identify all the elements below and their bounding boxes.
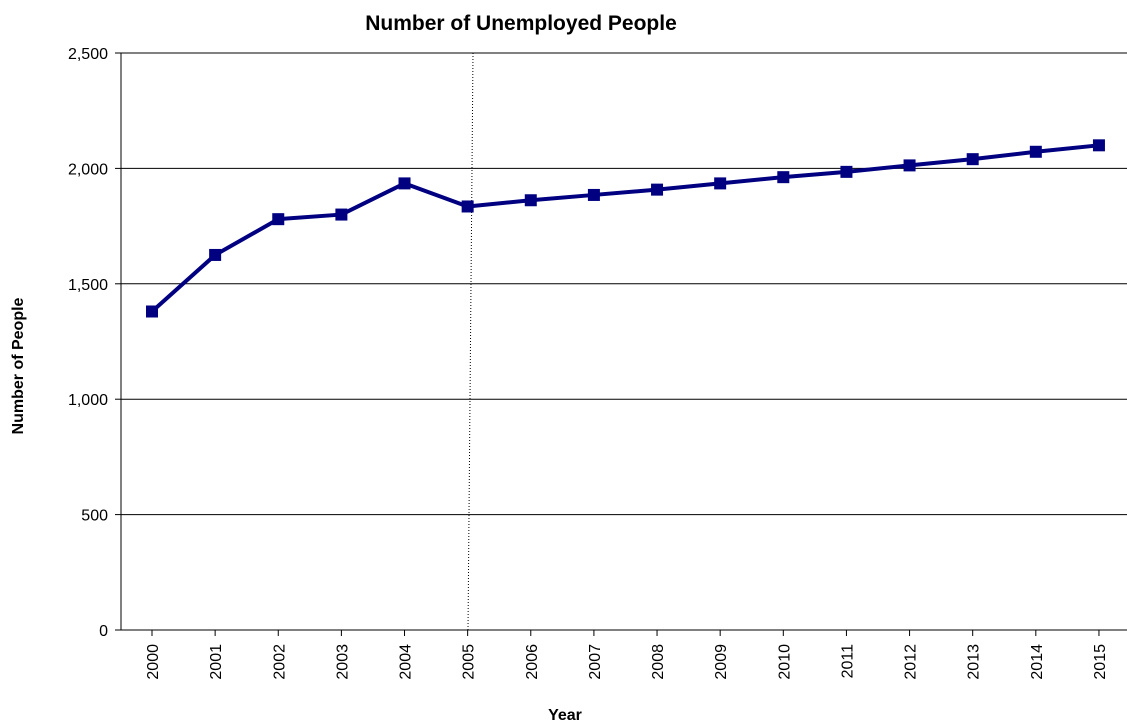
x-tick-label: 2012 <box>903 644 920 680</box>
data-point-2015 <box>1092 139 1105 152</box>
x-tick-label: 2003 <box>334 644 351 680</box>
data-point-2000 <box>146 305 158 318</box>
x-tick-label: 2000 <box>145 644 162 680</box>
data-point-2006 <box>524 194 537 207</box>
data-point-2001 <box>209 248 222 261</box>
x-tick-label: 2008 <box>650 644 667 680</box>
x-tick-label: 2014 <box>1029 644 1046 680</box>
data-point-2011 <box>840 165 853 178</box>
x-tick-label: 2013 <box>966 644 983 680</box>
data-point-2003 <box>335 208 348 221</box>
data-point-2008 <box>651 183 664 196</box>
data-point-2012 <box>903 159 916 172</box>
data-point-2002 <box>272 213 285 226</box>
x-tick-label: 2006 <box>524 644 541 680</box>
x-tick-label: 2007 <box>587 644 604 680</box>
data-point-2007 <box>587 188 600 201</box>
y-tick-label: 0 <box>99 623 108 640</box>
data-point-2005 <box>461 200 474 213</box>
x-tick-label: 2015 <box>1092 644 1109 680</box>
y-tick-label: 500 <box>81 508 108 525</box>
vertical-divider-line <box>467 52 474 631</box>
x-tick-label: 2011 <box>839 644 856 679</box>
data-point-2013 <box>966 153 979 166</box>
data-point-2009 <box>714 177 727 190</box>
x-axis-title: Year <box>548 707 582 724</box>
y-tick-label: 2,000 <box>68 161 108 178</box>
series-group <box>146 139 1105 318</box>
x-tick-label: 2010 <box>776 644 793 680</box>
x-axis-ticks: 2000 2001 2002 2003 2004 2005 2006 2007 2008 2009… <box>145 630 1109 680</box>
y-axis-title: Number of People <box>10 297 27 434</box>
x-tick-label: 2001 <box>208 644 225 680</box>
x-tick-label: 2009 <box>713 644 730 680</box>
series-line <box>150 143 1101 314</box>
chart-title: Number of Unemployed People <box>365 12 677 35</box>
data-point-2010 <box>777 171 790 184</box>
x-tick-label: 2005 <box>461 644 478 680</box>
axes <box>120 53 1127 631</box>
data-point-2004 <box>398 177 411 190</box>
y-tick-label: 1,000 <box>68 392 108 409</box>
y-tick-label: 2,500 <box>68 46 108 63</box>
data-point-2014 <box>1029 145 1042 158</box>
x-tick-label: 2002 <box>271 644 288 680</box>
y-axis-ticks: 0 500 1,000 1,500 2,000 2,500 <box>68 46 121 640</box>
y-tick-label: 1,500 <box>68 277 108 294</box>
x-tick-label: 2004 <box>398 644 415 680</box>
gridlines <box>121 52 1127 516</box>
